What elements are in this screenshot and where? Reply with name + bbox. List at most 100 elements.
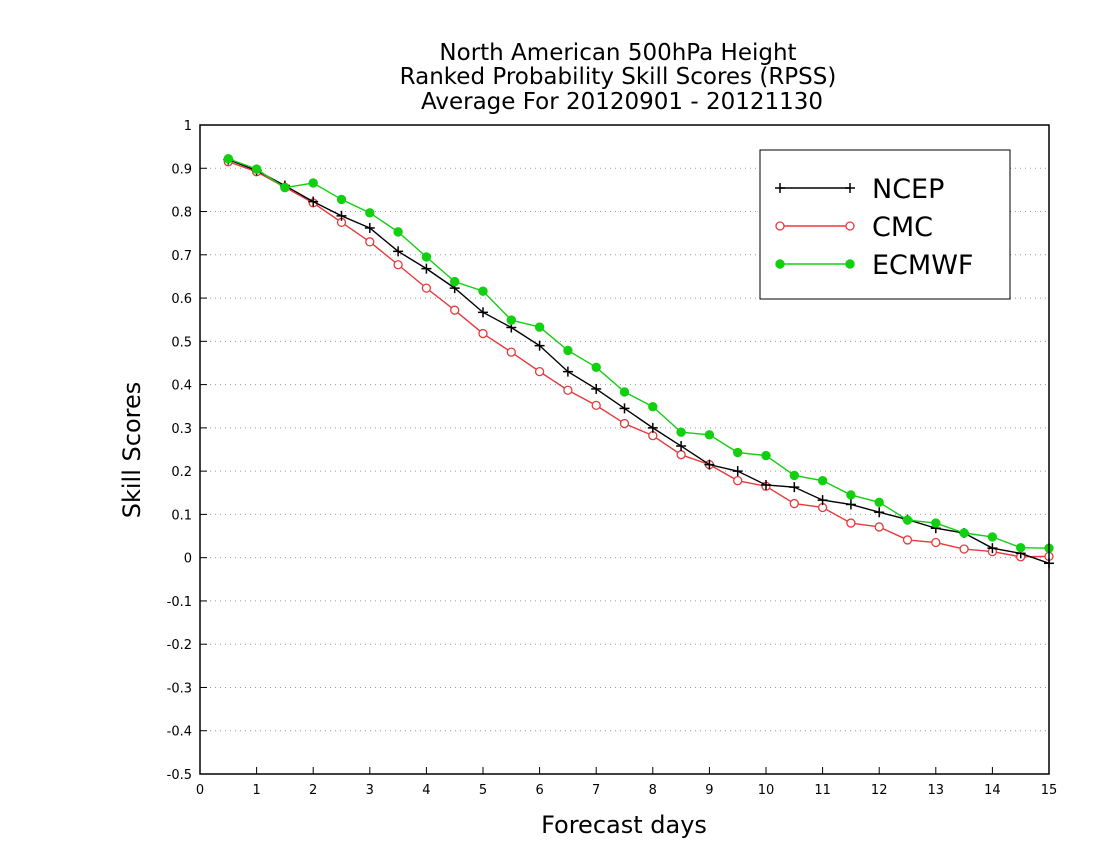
x-tick-label: 4 [422,783,430,798]
data-point-ncep [987,543,998,554]
data-point-ecmwf [280,183,290,193]
y-tick-label: 0.5 [171,335,192,350]
x-tick-label: 12 [871,783,888,798]
data-point-ecmwf [761,450,771,461]
data-point-ecmwf [534,322,545,332]
x-tick-label: 8 [649,783,657,798]
y-tick-label: 0.2 [171,465,192,480]
data-point-cmc [733,476,743,486]
data-point-ncep [732,466,743,477]
data-point-ecmwf [874,497,884,507]
data-point-cmc [846,518,856,528]
legend-label: ECMWF [872,250,973,281]
data-point-ecmwf [506,315,516,325]
y-tick-label: -0.4 [167,725,192,740]
data-point-ncep [478,307,488,318]
data-point-ecmwf [676,427,686,437]
x-tick-label: 7 [592,783,600,798]
title-line-1: North American 500hPa Height [439,40,796,66]
data-point-cmc [959,544,969,554]
legend-marker [845,259,855,269]
data-point-ncep [789,482,800,493]
x-tick-label: 2 [309,783,317,798]
data-point-ncep [761,479,771,490]
data-point-ncep [562,366,573,377]
series-line-cmc [228,161,1050,558]
legend-entry-ncep: NCEP [775,174,944,205]
data-point-ecmwf [931,518,941,528]
x-tick-label: 11 [814,783,831,798]
legend-entry-cmc: CMC [775,212,933,243]
y-tick-label: 0.3 [171,422,192,437]
data-point-ncep [336,210,347,221]
data-point-ecmwf [563,345,573,356]
y-axis-ticks: 1 0.9 0.8 0.7 0.6 0.5 0.4 0.3 0.2 0.1 0 -0.1 -0.2 -0.… [167,119,207,783]
legend-marker [775,221,785,231]
data-point-ecmwf [619,387,630,397]
data-point-ncep [704,459,715,470]
x-tick-label: 0 [196,783,204,798]
data-point-cmc [534,366,545,377]
data-point-ecmwf [902,515,913,525]
chart-title: North American 500hPa Height Ranked Prob… [400,40,837,115]
data-point-cmc [365,237,375,247]
data-point-ncep [874,507,885,518]
x-tick-label: 1 [252,783,260,798]
data-point-ecmwf [421,252,432,262]
data-point-cmc [393,260,403,270]
legend-marker [845,183,855,193]
data-point-ncep [421,263,432,274]
data-point-ecmwf [450,276,460,287]
data-point-ncep [308,196,319,207]
data-point-cmc [931,537,941,548]
data-point-ecmwf [308,178,318,188]
y-tick-label: 0.4 [171,379,192,394]
plot-frame [199,124,1050,775]
data-point-ecmwf [648,401,658,412]
x-tick-label: 14 [984,783,1001,798]
series-line-ecmwf [228,158,1050,549]
data-point-ncep [845,499,856,510]
x-tick-label: 6 [535,783,543,798]
y-tick-label: 1 [184,119,192,134]
x-axis-label: Forecast days [541,811,707,839]
data-point-ecmwf [223,154,234,164]
data-point-cmc [619,418,630,429]
series-layer [223,154,1054,569]
data-point-cmc [450,305,460,315]
data-point-cmc [902,535,913,545]
data-point-ecmwf [817,475,828,486]
y-tick-label: 0.1 [171,508,192,523]
data-point-ncep [364,222,375,233]
legend-marker [775,259,785,269]
data-point-cmc [591,400,601,411]
legend-label: NCEP [872,174,944,205]
data-point-cmc [421,283,432,293]
data-point-ecmwf [365,208,375,218]
y-tick-label: 0 [184,552,192,567]
y-tick-label: 0.7 [171,249,192,264]
y-tick-label: -0.5 [167,768,192,783]
legend: NCEP CMC ECMWF [759,149,1011,300]
data-point-cmc [789,498,799,509]
data-point-ecmwf [846,490,856,500]
y-axis-label: Skill Scores [118,382,146,519]
data-point-ecmwf [393,227,403,237]
data-point-ncep [619,403,630,414]
y-tick-label: -0.1 [167,595,192,610]
x-tick-label: 3 [366,783,374,798]
x-tick-label: 10 [758,783,775,798]
data-point-ncep [534,340,545,351]
data-point-cmc [506,347,516,357]
data-point-ecmwf [987,532,998,542]
data-point-cmc [676,450,686,460]
y-tick-label: -0.3 [167,681,192,696]
x-axis-ticks: 0 1 2 3 4 5 6 7 8 9 10 11 12 13 14 15 [196,767,1057,798]
data-point-ecmwf [959,528,969,538]
legend-label: CMC [872,212,933,243]
x-tick-label: 13 [928,783,945,798]
series-ecmwf [223,154,1054,553]
data-point-ncep [647,422,658,433]
data-point-ncep [817,495,828,506]
